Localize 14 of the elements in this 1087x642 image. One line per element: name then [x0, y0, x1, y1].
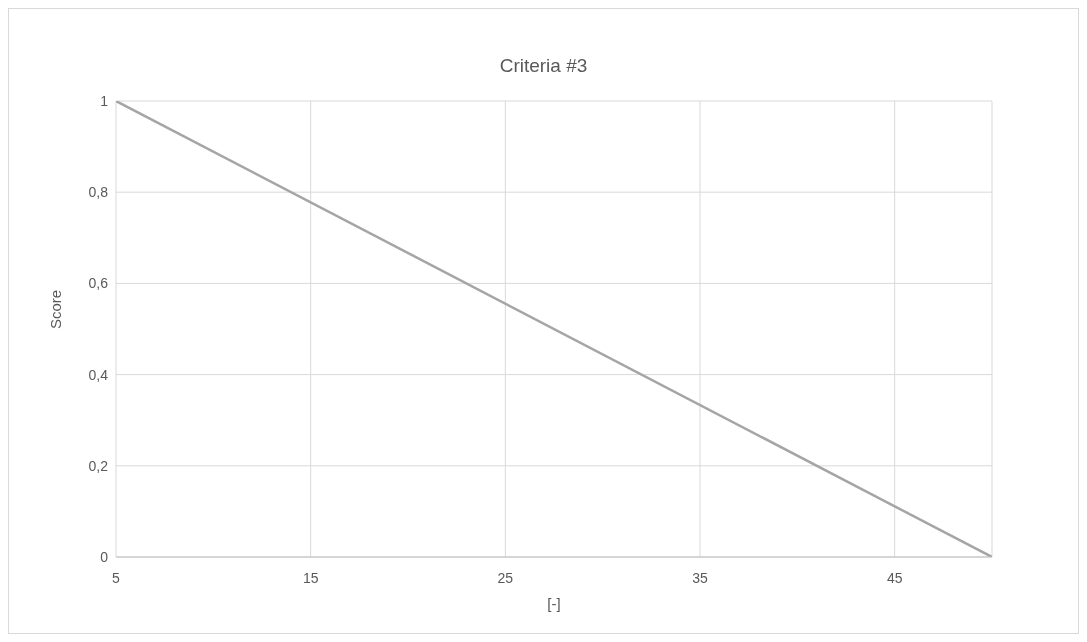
x-tick-label: 15 — [302, 569, 319, 586]
y-tick-label: 0,6 — [88, 275, 109, 292]
x-tick-label: 45 — [886, 569, 903, 586]
y-tick-label: 0 — [100, 548, 109, 565]
x-tick-label: 35 — [692, 569, 708, 586]
y-axis-title: Score — [47, 289, 65, 329]
x-tick-label: 25 — [497, 569, 514, 586]
y-tick-label: 0,4 — [88, 366, 109, 383]
y-tick-label: 0,2 — [88, 457, 109, 474]
x-tick-label: 5 — [112, 569, 121, 586]
y-tick-label: 0,8 — [88, 184, 109, 201]
chart-title: Criteria #3 — [498, 55, 589, 77]
y-tick-label: 1 — [100, 92, 109, 109]
x-axis-title: [-] — [547, 595, 561, 612]
